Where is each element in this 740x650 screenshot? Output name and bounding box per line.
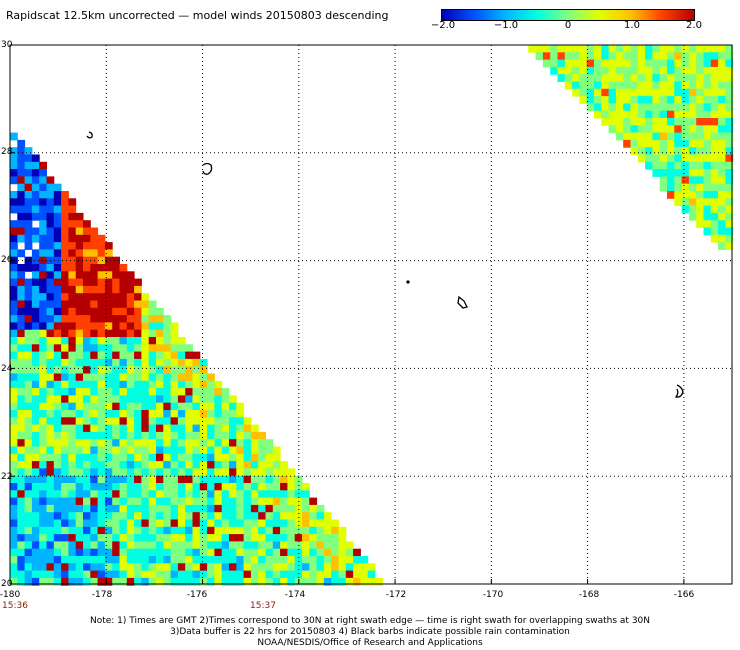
lon-label: -176 [186, 590, 208, 600]
colorbar-tick-label: 0 [564, 20, 572, 31]
footnote-line-1: Note: 1) Times are GMT 2)Times correspon… [89, 616, 651, 626]
lat-label: 26 [1, 255, 13, 265]
lon-label: -172 [385, 590, 407, 600]
wind-difference-cells [10, 45, 734, 586]
axis-ticks [10, 152, 685, 584]
map-frame [9, 44, 733, 585]
island-outline [86, 131, 93, 139]
lon-label: -170 [482, 590, 504, 600]
swath-time-label: 15:37 [250, 601, 276, 611]
colorbar-tick-label: −1.0 [493, 20, 519, 31]
island-outline [202, 162, 213, 175]
colorbar-tick-label: 1.0 [624, 20, 640, 31]
colorbar [441, 9, 695, 21]
footnote-line-3: NOAA/NESDIS/Office of Research and Appli… [257, 638, 483, 648]
lon-label: -178 [91, 590, 113, 600]
lat-label: 20 [1, 579, 13, 589]
island-outline [457, 295, 468, 309]
island-outline [406, 280, 410, 284]
map-gridlines [10, 45, 732, 584]
colorbar-tick-label: 2.0 [686, 20, 702, 31]
colorbar-tick-label: −2.0 [430, 20, 456, 31]
chart-title: Rapidscat 12.5km uncorrected — model win… [6, 9, 389, 22]
lat-label: 28 [1, 147, 13, 157]
island-outline [674, 384, 684, 398]
lat-label: 24 [1, 364, 13, 374]
lat-label: 30 [1, 40, 13, 50]
swath-time-label: 15:36 [2, 601, 28, 611]
lon-label: -168 [578, 590, 600, 600]
lon-label: -180 [0, 590, 21, 600]
lon-label: -174 [284, 590, 306, 600]
lat-label: 22 [1, 472, 13, 482]
island-outlines [86, 131, 684, 398]
lon-label: -166 [673, 590, 695, 600]
footnote-line-2: 3)Data buffer is 22 hrs for 20150803 4) … [170, 627, 570, 637]
